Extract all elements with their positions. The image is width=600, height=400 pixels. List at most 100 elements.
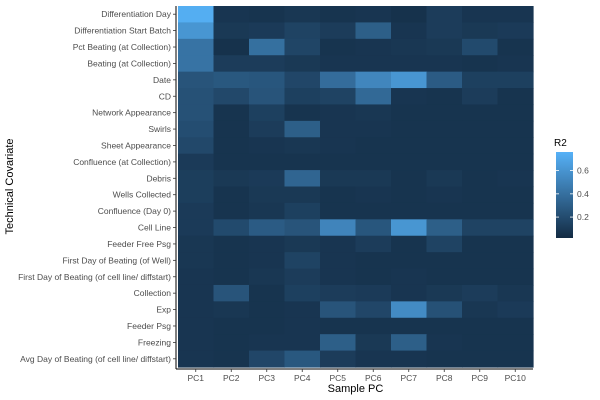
heatmap-cell xyxy=(178,284,215,302)
heatmap-cell xyxy=(462,284,499,302)
legend-colorbar xyxy=(556,152,573,238)
heatmap-cell xyxy=(213,88,250,106)
heatmap-cell xyxy=(320,120,357,138)
heatmap-cell xyxy=(426,137,463,155)
heatmap-cell xyxy=(391,219,428,237)
heatmap-cell xyxy=(249,71,286,89)
heatmap-cell xyxy=(462,104,499,122)
heatmap-cell xyxy=(320,88,357,106)
heatmap-cell xyxy=(178,268,215,286)
heatmap-cell xyxy=(249,55,286,73)
heatmap-cell xyxy=(249,153,286,171)
heatmap-cell xyxy=(178,252,215,270)
heatmap-cell xyxy=(426,6,463,24)
heatmap-cell xyxy=(355,301,392,319)
heatmap-cell xyxy=(320,186,357,204)
heatmap-cell xyxy=(355,71,392,89)
heatmap-cell xyxy=(284,317,321,335)
heatmap-cell xyxy=(249,88,286,106)
heatmap-cell xyxy=(355,88,392,106)
heatmap-cell xyxy=(355,219,392,237)
heatmap-cell xyxy=(284,88,321,106)
heatmap-cell xyxy=(213,71,250,89)
heatmap-cell xyxy=(355,202,392,220)
y-tick-label: Differentiation Start Batch xyxy=(74,26,171,36)
heatmap-cell xyxy=(213,334,250,352)
y-tick-label: Network Appearance xyxy=(92,108,171,118)
x-tick-label: PC7 xyxy=(400,373,417,383)
heatmap-cell xyxy=(213,219,250,237)
heatmap-cell xyxy=(284,202,321,220)
x-tick-label: PC8 xyxy=(436,373,453,383)
heatmap-cell xyxy=(462,22,499,40)
heatmap-cell xyxy=(391,301,428,319)
heatmap-cell xyxy=(391,235,428,253)
x-tick-label: PC4 xyxy=(294,373,311,383)
heatmap-cell xyxy=(355,120,392,138)
heatmap-cell xyxy=(355,334,392,352)
heatmap-cell xyxy=(320,350,357,368)
heatmap-cell xyxy=(497,301,534,319)
heatmap-cell xyxy=(284,301,321,319)
heatmap-cell xyxy=(178,202,215,220)
heatmap-cell xyxy=(497,120,534,138)
heatmap-cell xyxy=(249,104,286,122)
heatmap-cell xyxy=(213,38,250,56)
heatmap-cell xyxy=(320,202,357,220)
heatmap-cell xyxy=(213,252,250,270)
heatmap-cell xyxy=(213,153,250,171)
heatmap-cell xyxy=(249,137,286,155)
heatmap-cell xyxy=(355,22,392,40)
heatmap-cell xyxy=(249,186,286,204)
heatmap-cell xyxy=(391,88,428,106)
heatmap-cell xyxy=(391,317,428,335)
heatmap-cell xyxy=(497,104,534,122)
heatmap-cell xyxy=(426,22,463,40)
y-tick-label: Date xyxy=(153,75,171,85)
heatmap-cell xyxy=(320,334,357,352)
heatmap-cell xyxy=(391,153,428,171)
heatmap-cell xyxy=(426,38,463,56)
heatmap-cell xyxy=(497,317,534,335)
heatmap-cell xyxy=(497,55,534,73)
heatmap-cell xyxy=(178,38,215,56)
heatmap-cell xyxy=(462,202,499,220)
heatmap-cell xyxy=(426,350,463,368)
heatmap-cell xyxy=(178,71,215,89)
heatmap-cell xyxy=(462,6,499,24)
heatmap-cell xyxy=(426,71,463,89)
heatmap-cell xyxy=(426,334,463,352)
heatmap-cell xyxy=(462,219,499,237)
x-tick-label: PC6 xyxy=(365,373,382,383)
y-tick-label: Avg Day of Beating (of cell line/ diffst… xyxy=(20,354,171,364)
heatmap-cell xyxy=(249,268,286,286)
heatmap-cell xyxy=(497,137,534,155)
heatmap-cell xyxy=(213,170,250,188)
heatmap-cell xyxy=(249,301,286,319)
heatmap-cell xyxy=(391,268,428,286)
heatmap-cell xyxy=(178,137,215,155)
y-tick-label: Freezing xyxy=(138,337,171,347)
heatmap-cell xyxy=(426,317,463,335)
heatmap-cell xyxy=(462,137,499,155)
x-tick-label: PC3 xyxy=(258,373,275,383)
heatmap-cell xyxy=(426,284,463,302)
heatmap-cell xyxy=(497,71,534,89)
legend-ticks: 0.2 0.4 0.6 xyxy=(556,166,589,222)
heatmap-cell xyxy=(178,120,215,138)
heatmap-cell xyxy=(391,252,428,270)
heatmap-cell xyxy=(426,219,463,237)
heatmap-cell xyxy=(355,170,392,188)
heatmap-cell xyxy=(391,137,428,155)
heatmap-cell xyxy=(178,55,215,73)
heatmap-cell xyxy=(497,252,534,270)
heatmap-cell xyxy=(213,104,250,122)
heatmap-cell xyxy=(462,235,499,253)
heatmap-cell xyxy=(178,22,215,40)
heatmap-cell xyxy=(178,350,215,368)
heatmap-cell xyxy=(391,38,428,56)
y-tick-label: Sheet Appearance xyxy=(101,140,171,150)
heatmap-cell xyxy=(426,202,463,220)
heatmap-cell xyxy=(355,55,392,73)
